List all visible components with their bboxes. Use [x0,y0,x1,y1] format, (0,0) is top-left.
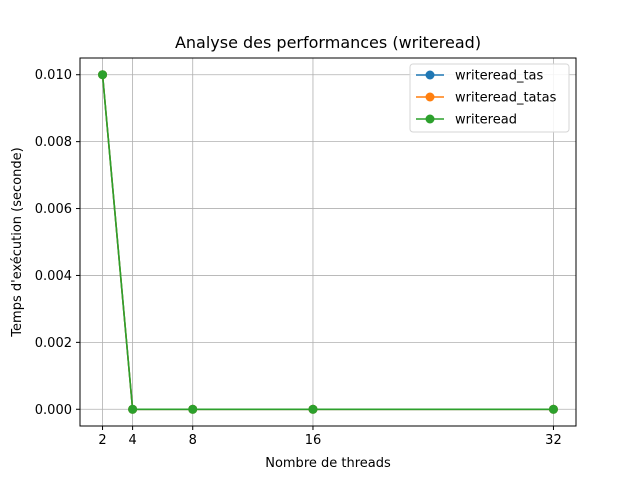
legend: writeread_tas writeread_tatas writeread [409,63,570,133]
y-tick-label: 0.002 [35,336,72,351]
series-point-writeread [98,70,108,80]
tick-layer: 2 4 8 16 32 0.000 0.002 0.004 0.006 0.008 0.010 [35,68,562,448]
x-tick-label: 4 [128,433,136,448]
y-axis-label: Temps d'exécution (seconde) [10,147,25,337]
y-tick-label: 0.006 [35,202,72,217]
series-point-writeread [188,404,198,414]
legend-label-writeread: writeread [455,113,517,128]
y-tick-label: 0.008 [35,135,72,150]
series-point-writeread [308,404,318,414]
legend-label-writeread_tatas: writeread_tatas [455,91,557,106]
legend-marker-writeread_tatas [425,92,435,102]
legend-label-writeread_tas: writeread_tas [455,69,544,84]
series-point-writeread [548,404,558,414]
y-tick-label: 0.010 [35,68,72,83]
series-layer [98,70,558,414]
x-axis-label: Nombre de threads [265,456,391,471]
legend-box [409,63,570,133]
x-tick-label: 8 [189,433,197,448]
legend-marker-writeread_tas [425,70,435,80]
x-tick-label: 32 [545,433,562,448]
y-tick-label: 0.000 [35,403,72,418]
chart-title: Analyse des performances (writeread) [175,33,481,52]
x-tick-label: 2 [98,433,106,448]
x-tick-label: 16 [305,433,322,448]
plot-frame [79,57,577,427]
series-point-writeread [128,404,138,414]
legend-marker-writeread [425,114,435,124]
legend-items: writeread_tas writeread_tatas writeread [416,69,557,128]
y-tick-label: 0.004 [35,269,72,284]
